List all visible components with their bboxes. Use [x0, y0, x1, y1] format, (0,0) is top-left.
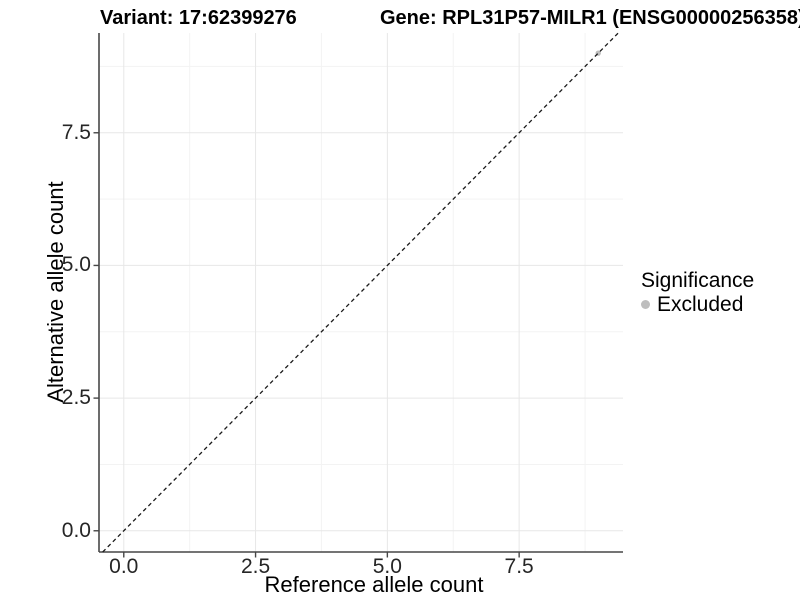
legend-title: Significance	[641, 269, 755, 292]
legend-item-excluded: Excluded	[641, 293, 754, 316]
x-axis-title: Reference allele count	[264, 572, 484, 597]
y-tick-label: 7.5	[61, 120, 91, 144]
x-tick-label: 5.0	[372, 555, 402, 578]
plot-title-variant: Variant: 17:62399276	[100, 7, 297, 29]
y-tick-label: 2.5	[61, 386, 91, 410]
identity-reference-line	[102, 32, 619, 553]
y-tick-label: 0.0	[61, 518, 91, 542]
legend: Significance Excluded	[641, 269, 754, 316]
x-tick-label: 7.5	[504, 555, 534, 578]
legend-key-dot-icon	[641, 300, 650, 309]
y-tick-label: 5.0	[61, 253, 91, 277]
plot-title-gene: Gene: RPL31P57-MILR1 (ENSG00000256358)	[380, 7, 800, 29]
x-tick-label: 0.0	[109, 555, 139, 578]
y-axis-title: Alternative allele count	[43, 181, 68, 403]
x-tick-label: 2.5	[240, 555, 271, 578]
legend-item-label: Excluded	[657, 293, 744, 316]
